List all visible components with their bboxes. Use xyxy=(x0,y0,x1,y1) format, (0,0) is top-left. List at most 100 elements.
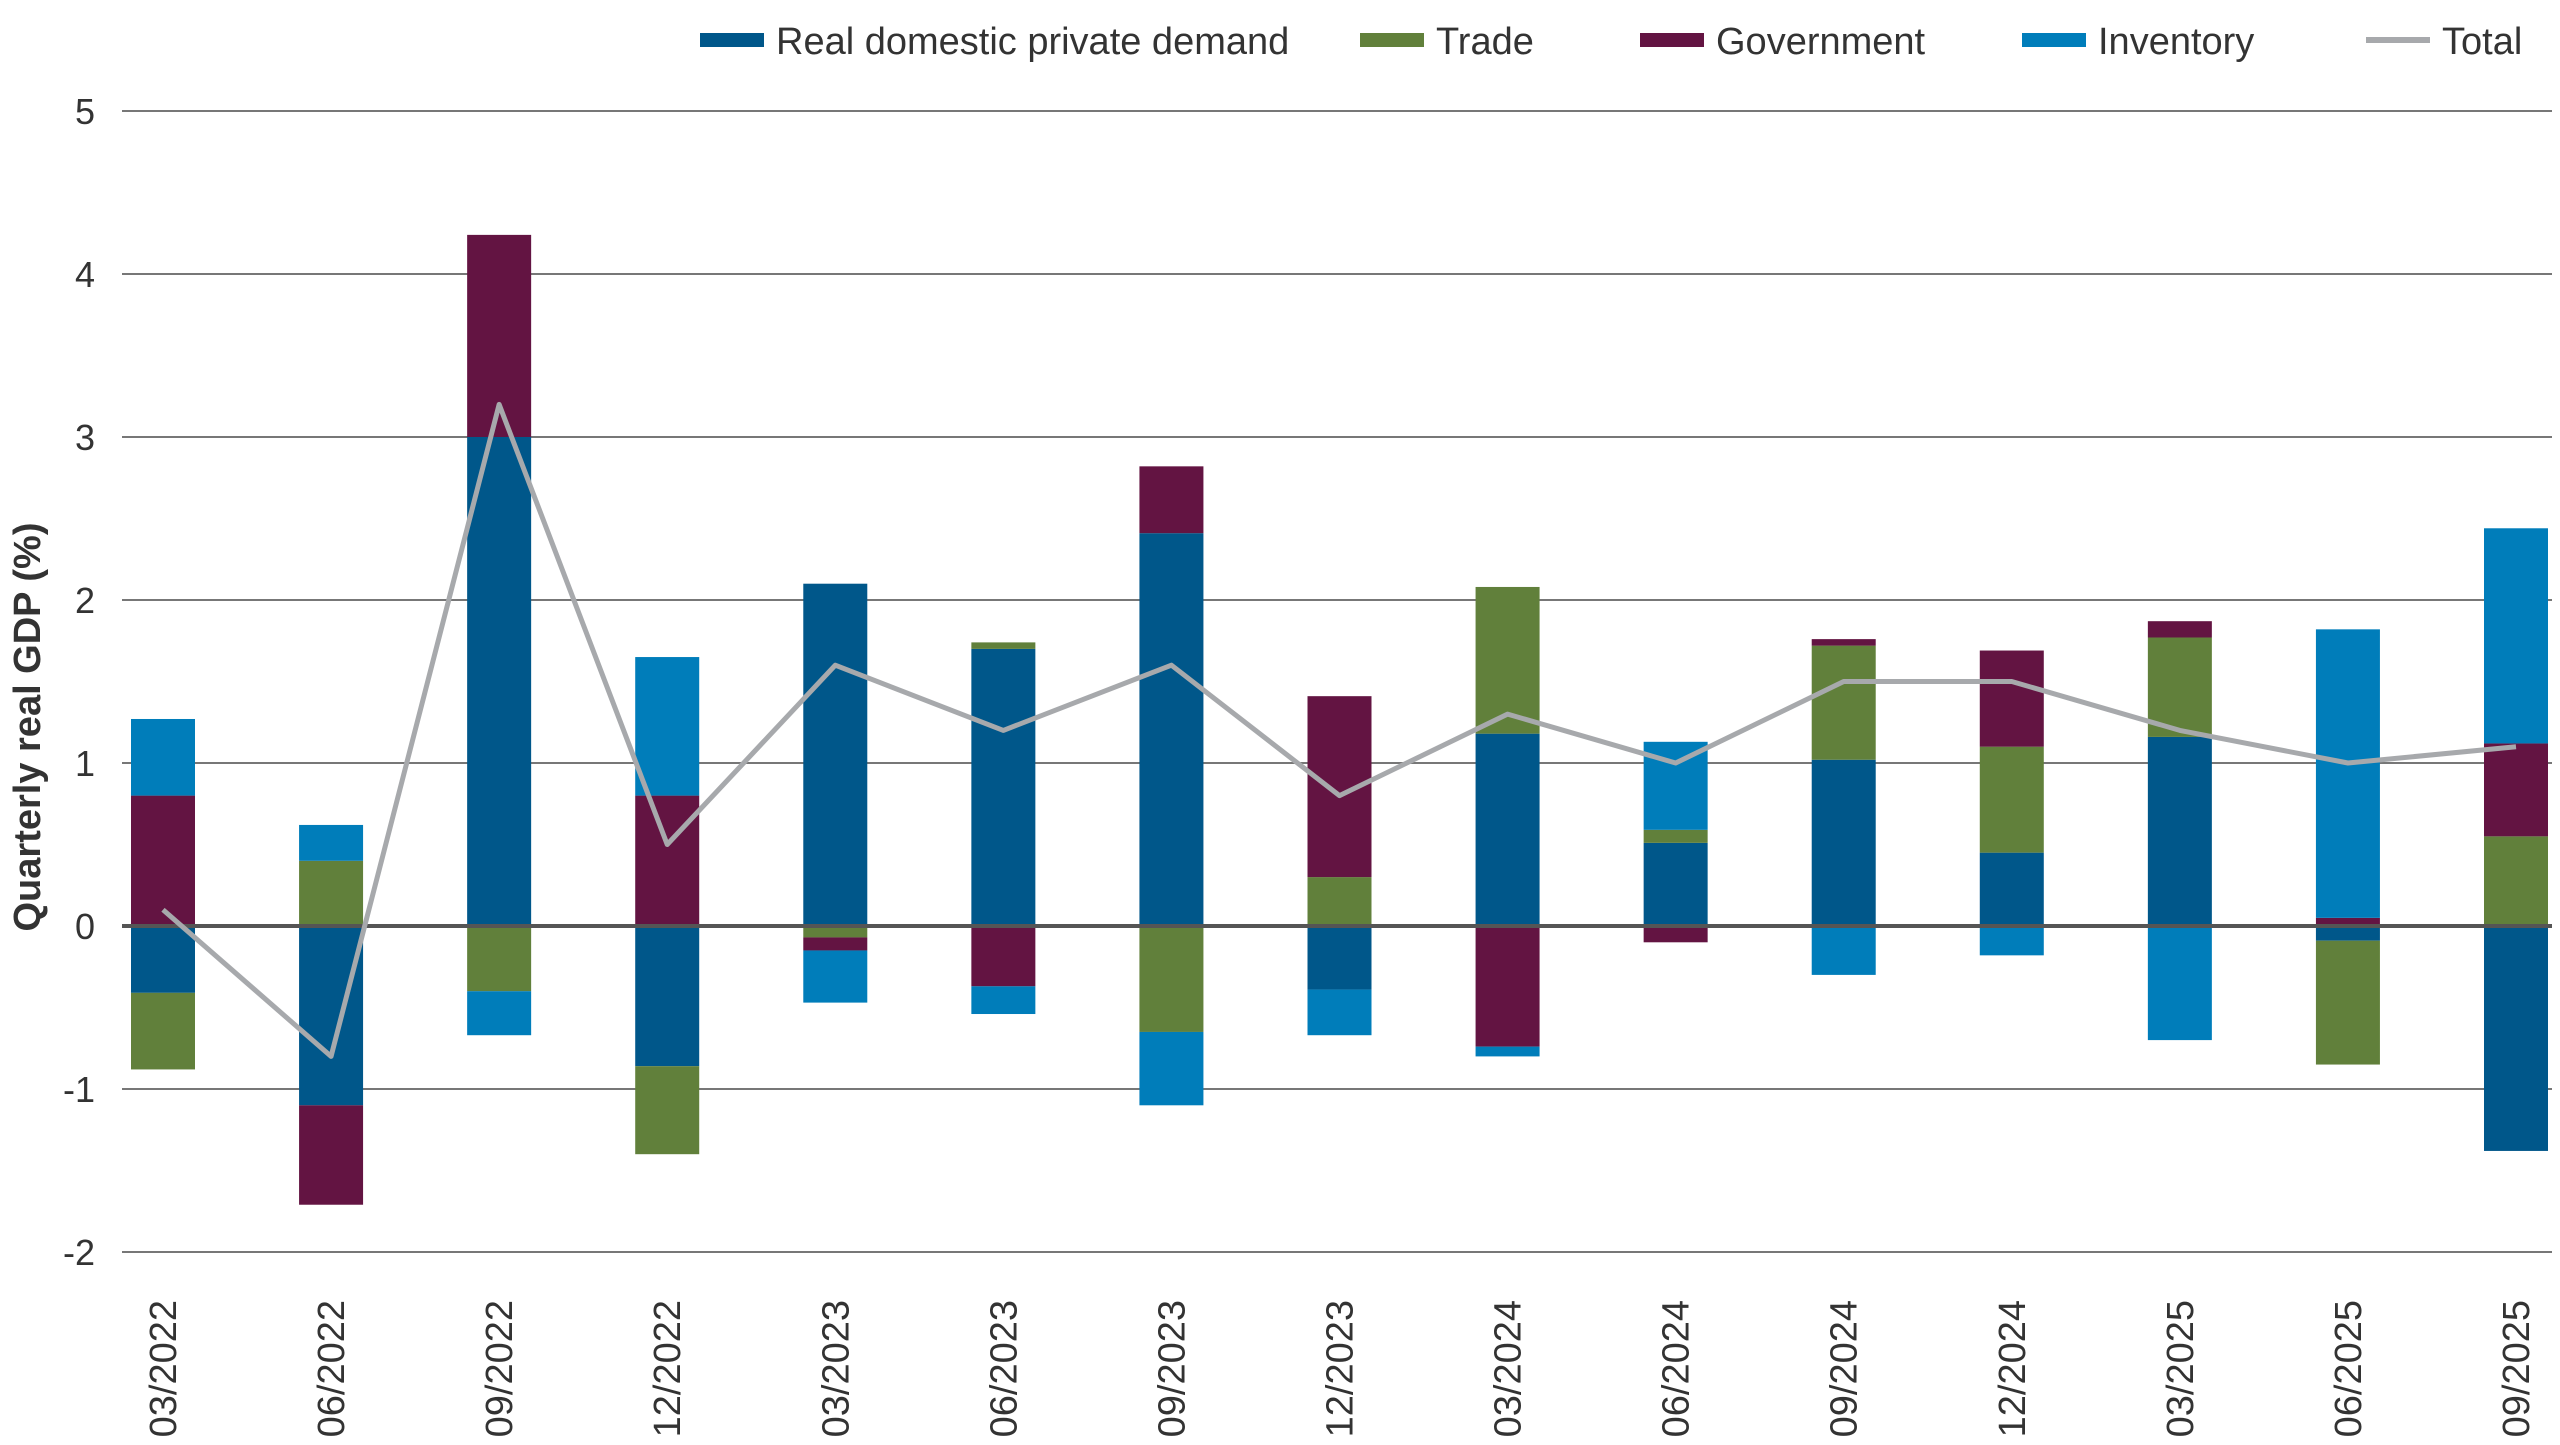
legend-label: Real domestic private demand xyxy=(776,21,1289,63)
bar-government-03-2022 xyxy=(131,795,195,926)
legend-item-total: Total xyxy=(2366,21,2522,63)
bar-real-domestic-private-demand-06-2024 xyxy=(1643,842,1708,926)
bar-real-domestic-private-demand-06-2022 xyxy=(299,926,364,1106)
x-tick-label: 09/2025 xyxy=(2496,1300,2538,1437)
bar-inventory-09-2023 xyxy=(1139,1031,1204,1106)
x-tick-label: 09/2024 xyxy=(1824,1300,1866,1437)
bar-real-domestic-private-demand-06-2023 xyxy=(971,648,1036,926)
y-tick-label: 2 xyxy=(75,580,95,621)
bar-real-domestic-private-demand-09-2022 xyxy=(467,437,532,926)
bar-government-09-2025 xyxy=(2484,743,2548,837)
y-tick-label: 3 xyxy=(75,417,95,458)
x-tick-label: 12/2022 xyxy=(647,1300,689,1437)
x-tick-label: 03/2025 xyxy=(2160,1300,2202,1437)
x-tick-label: 12/2023 xyxy=(1320,1300,1362,1437)
bar-government-03-2025 xyxy=(2147,621,2212,638)
legend-item-government: Government xyxy=(1640,21,1926,63)
legend-swatch xyxy=(1360,33,1424,47)
bar-trade-12-2022 xyxy=(635,1066,700,1155)
legend-label: Inventory xyxy=(2098,21,2254,63)
bar-trade-03-2025 xyxy=(2147,637,2212,737)
legend: Real domestic private demand Trade Governm… xyxy=(700,21,2522,63)
x-tick-label: 03/2024 xyxy=(1488,1300,1530,1437)
bar-government-06-2023 xyxy=(971,926,1036,987)
bar-trade-12-2023 xyxy=(1307,877,1372,926)
bar-government-06-2024 xyxy=(1643,926,1708,943)
y-tick-label: -2 xyxy=(63,1232,95,1273)
bar-trade-06-2022 xyxy=(299,860,364,926)
bar-real-domestic-private-demand-06-2025 xyxy=(2315,926,2380,941)
bar-real-domestic-private-demand-12-2023 xyxy=(1307,926,1372,990)
x-axis-ticks: 03/2022 06/2022 09/2022 12/2022 03/2023 06/20… xyxy=(143,1300,2538,1437)
legend-label: Total xyxy=(2442,21,2522,63)
bar-inventory-09-2022 xyxy=(467,991,532,1036)
bar-trade-06-2023 xyxy=(971,642,1036,649)
bar-inventory-12-2022 xyxy=(635,657,700,796)
line-total xyxy=(161,401,2517,1059)
bar-inventory-03-2025 xyxy=(2147,926,2212,1041)
bar-inventory-09-2025 xyxy=(2484,528,2548,744)
bar-trade-03-2022 xyxy=(131,992,195,1070)
x-tick-label: 06/2025 xyxy=(2328,1300,2370,1437)
total-line xyxy=(161,401,2517,1059)
bar-government-06-2022 xyxy=(299,1105,364,1205)
legend-item-trade: Trade xyxy=(1360,21,1534,63)
bar-government-03-2024 xyxy=(1475,926,1540,1047)
bar-inventory-12-2024 xyxy=(1979,926,2044,956)
legend-label: Trade xyxy=(1436,21,1534,63)
bar-government-06-2025 xyxy=(2315,917,2380,926)
bar-real-domestic-private-demand-09-2023 xyxy=(1139,533,1204,926)
legend-swatch xyxy=(2022,33,2086,47)
x-tick-label: 06/2023 xyxy=(983,1300,1025,1437)
bar-real-domestic-private-demand-12-2022 xyxy=(635,926,700,1067)
legend-label: Government xyxy=(1716,21,1926,63)
bar-inventory-03-2024 xyxy=(1475,1046,1540,1057)
x-tick-label: 06/2022 xyxy=(311,1300,353,1437)
bar-real-domestic-private-demand-09-2024 xyxy=(1811,759,1876,926)
bar-trade-09-2022 xyxy=(467,926,532,992)
x-tick-label: 03/2022 xyxy=(143,1300,185,1437)
x-tick-label: 12/2024 xyxy=(1992,1300,2034,1437)
x-tick-label: 09/2022 xyxy=(479,1300,521,1437)
x-tick-label: 03/2023 xyxy=(815,1300,857,1437)
bar-government-09-2024 xyxy=(1811,639,1876,646)
bar-real-domestic-private-demand-03-2023 xyxy=(803,583,868,926)
bar-trade-03-2023 xyxy=(803,926,868,938)
bar-trade-03-2024 xyxy=(1475,586,1540,734)
bar-real-domestic-private-demand-09-2025 xyxy=(2484,926,2548,1151)
bar-government-03-2023 xyxy=(803,937,868,951)
y-axis-label: Quarterly real GDP (%) xyxy=(7,522,49,931)
y-tick-label: 5 xyxy=(75,91,95,132)
bar-inventory-06-2023 xyxy=(971,986,1036,1015)
bar-inventory-06-2025 xyxy=(2315,629,2380,918)
bar-inventory-12-2023 xyxy=(1307,989,1372,1036)
y-tick-label: 1 xyxy=(75,743,95,784)
y-tick-label: 0 xyxy=(75,906,95,947)
bar-real-domestic-private-demand-03-2024 xyxy=(1475,733,1540,926)
y-axis-ticks: 5 4 3 2 1 0 -1 -2 xyxy=(63,91,95,1273)
bar-inventory-09-2024 xyxy=(1811,926,1876,975)
bar-trade-09-2025 xyxy=(2484,836,2548,926)
bar-trade-12-2024 xyxy=(1979,746,2044,853)
legend-swatch xyxy=(700,33,764,47)
bar-inventory-03-2023 xyxy=(803,950,868,1003)
bar-government-12-2022 xyxy=(635,795,700,926)
bar-trade-06-2024 xyxy=(1643,829,1708,843)
bar-inventory-03-2022 xyxy=(131,718,195,796)
legend-item-real-domestic-private-demand: Real domestic private demand xyxy=(700,21,1289,63)
bar-inventory-06-2022 xyxy=(299,824,364,861)
bars xyxy=(131,234,2548,1205)
bar-real-domestic-private-demand-12-2024 xyxy=(1979,852,2044,926)
bar-real-domestic-private-demand-03-2022 xyxy=(131,926,195,993)
y-tick-label: -1 xyxy=(63,1069,95,1110)
bar-trade-09-2023 xyxy=(1139,926,1204,1032)
bar-trade-09-2024 xyxy=(1811,645,1876,760)
x-tick-label: 06/2024 xyxy=(1656,1300,1698,1437)
legend-swatch xyxy=(1640,33,1704,47)
x-tick-label: 09/2023 xyxy=(1151,1300,1193,1437)
bar-government-09-2023 xyxy=(1139,466,1204,534)
bar-trade-06-2025 xyxy=(2315,940,2380,1065)
y-tick-label: 4 xyxy=(75,254,95,295)
bar-government-12-2024 xyxy=(1979,650,2044,747)
